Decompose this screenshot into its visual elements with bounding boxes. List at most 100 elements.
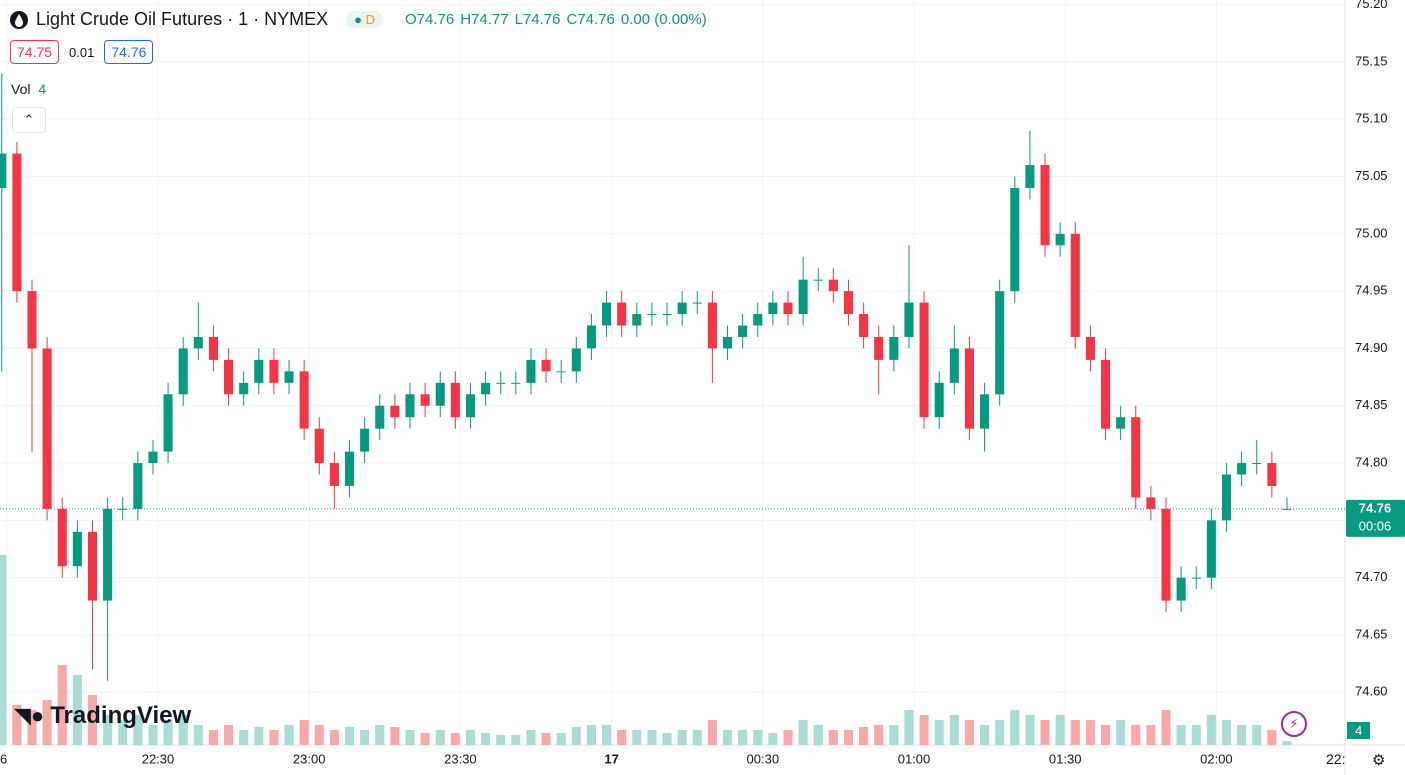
volume-bar [450,733,460,745]
volume-bar [344,727,355,745]
ohlc-legend: O74.76 H74.77 L74.76 C74.76 0.00 (0.00%) [405,11,707,28]
volume-bar [783,730,793,745]
candle-body [949,348,959,383]
y-tick-label: 74.80 [1355,454,1388,469]
y-tick-label: 75.00 [1355,225,1388,240]
candle-body [1176,577,1186,601]
ask-button[interactable]: 74.76 [104,40,154,64]
volume-bar [1025,715,1035,745]
candle-body [133,463,143,509]
candle-body [314,428,324,464]
legend-low: L74.76 [514,11,561,28]
volume-bar [722,730,733,745]
collapse-button[interactable]: ⌃ [12,107,46,133]
volume-bar [768,733,778,745]
volume-bar [1161,710,1171,745]
bid-ask: 74.75 0.01 74.76 [10,40,154,64]
volume-bar [208,730,218,745]
candle-body [1040,165,1050,246]
candle-body [904,302,914,337]
volume-bar [753,730,763,745]
candle-body [692,302,702,304]
volume-bar [224,725,234,745]
volume-value: 4 [38,81,47,97]
volume-bar [602,725,612,745]
spread: 0.01 [69,44,95,60]
candle-body [632,314,642,326]
candle-body [1191,577,1201,579]
volume-bar [435,730,445,745]
candle-body [1252,463,1262,465]
y-tick-label: 75.20 [1355,0,1388,11]
volume-bar [1282,741,1292,745]
candle-body [889,336,899,360]
bid-button[interactable]: 74.75 [10,40,60,64]
candle-body [178,348,188,395]
volume-bar [42,700,52,745]
volume-bar [949,715,959,745]
candle-body [269,359,279,383]
y-tick-label: 74.85 [1355,397,1388,412]
volume-bar [1070,720,1080,745]
volume-bar [239,730,249,745]
x-tick-label: 01:00 [898,751,931,766]
symbol-header: Light Crude Oil Futures · 1 · NYMEX ● D … [10,9,707,30]
candle-body [1206,520,1216,578]
settings-button[interactable]: ⚙ [1372,752,1386,769]
volume-bar [496,735,506,745]
legend-high: H74.77 [460,11,509,28]
y-tick-label: 75.15 [1355,53,1388,68]
volume-bar [193,725,203,745]
candle-body [0,153,7,188]
candle-body [435,382,445,406]
volume-bar [465,730,476,745]
volume-bar [586,725,596,745]
volume-bar [571,727,581,745]
volume-legend: Vol 4 [11,81,46,97]
candle-body [87,531,98,601]
market-status[interactable]: ● D [346,11,383,28]
brand-icon: ◥● [14,703,45,728]
volume-bar [1085,720,1095,745]
legend-change: 0.00 (0.00%) [620,11,707,28]
volume-bar [27,710,37,745]
volume-bar [904,710,914,745]
legend-open: O74.76 [404,11,455,28]
volume-bar [934,720,944,745]
x-tick-label: 17 [604,751,618,766]
time-zone-label[interactable]: 22: [1326,751,1346,767]
candle-body [299,371,309,429]
candle-body [420,394,430,406]
brand-logo: ◥● TradingView [14,702,191,730]
volume-bar [843,730,854,745]
alert-button[interactable]: ⚡ [1281,711,1307,737]
candle-body [813,279,823,281]
candle-body [768,302,778,315]
volume-bar [299,720,309,745]
candle-body [208,336,218,360]
volume-bar [420,733,430,745]
volume-bar [284,725,294,745]
candle-body [995,291,1005,395]
volume-bar [0,555,7,745]
candle-body [617,302,627,326]
candle-body [753,314,763,326]
candle-body [526,359,536,383]
candle-body [496,382,506,384]
volume-bar [1252,725,1262,745]
volume-bar [269,730,279,745]
volume-bar [859,727,869,745]
candle-body [1237,463,1247,475]
last-price-box [1346,499,1405,537]
candle-body [481,382,491,395]
volume-bar [87,695,98,745]
volume-bar [707,720,717,745]
volume-bar [72,675,82,745]
candle-body [1025,165,1035,188]
candle-body [465,394,476,418]
candle-body [284,371,294,383]
symbol-icon [10,10,28,29]
y-tick-label: 74.90 [1355,340,1388,355]
volume-bar [405,730,415,745]
y-tick-label: 74.95 [1355,283,1388,298]
